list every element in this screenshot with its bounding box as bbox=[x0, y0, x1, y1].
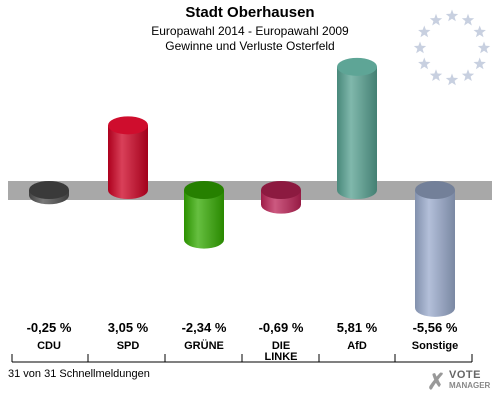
bar-sonstige bbox=[415, 181, 455, 317]
category-label: Sonstige bbox=[412, 340, 458, 352]
category-label: LINKE bbox=[265, 351, 298, 363]
value-label: -0,25 % bbox=[27, 320, 72, 335]
value-label: -2,34 % bbox=[182, 320, 227, 335]
brand-line1: VOTE bbox=[449, 369, 481, 381]
category-label: AfD bbox=[347, 340, 367, 352]
star-icon bbox=[461, 69, 475, 81]
category-label: DIE bbox=[272, 340, 290, 352]
category-label: GRÜNE bbox=[184, 339, 224, 352]
value-label: -5,56 % bbox=[413, 320, 458, 335]
value-label: 3,05 % bbox=[108, 320, 149, 335]
chart-title: Stadt Oberhausen bbox=[185, 4, 315, 21]
star-icon bbox=[477, 41, 491, 54]
star-icon bbox=[445, 9, 459, 22]
category-label: CDU bbox=[37, 340, 61, 352]
star-icon bbox=[461, 13, 475, 26]
star-icon bbox=[418, 25, 431, 38]
bar-die-linke bbox=[261, 181, 301, 214]
value-label: 5,81 % bbox=[337, 320, 378, 335]
category-label: SPD bbox=[117, 340, 140, 352]
value-label: -0,69 % bbox=[259, 320, 304, 335]
star-icon bbox=[413, 41, 427, 54]
star-icon bbox=[473, 25, 486, 38]
brand-logo: ✗ VOTE MANAGER bbox=[425, 368, 500, 400]
bar-spd bbox=[108, 116, 148, 199]
chart-subtitle-election: Europawahl 2014 - Europawahl 2009 bbox=[151, 24, 349, 38]
star-icon bbox=[429, 13, 443, 26]
eu-stars-emblem bbox=[413, 9, 491, 86]
footer-status: 31 von 31 Schnellmeldungen bbox=[8, 368, 150, 380]
star-icon bbox=[473, 57, 486, 70]
brand-line2: MANAGER bbox=[449, 381, 491, 390]
bar-grüne bbox=[184, 181, 224, 249]
star-icon bbox=[445, 73, 459, 86]
checkmark-icon: ✗ bbox=[427, 369, 446, 394]
bar-cdu bbox=[29, 181, 69, 205]
chart-subtitle-district: Gewinne und Verluste Osterfeld bbox=[165, 39, 335, 53]
bar-afd bbox=[337, 57, 377, 199]
star-icon bbox=[418, 57, 431, 70]
star-icon bbox=[429, 69, 443, 81]
